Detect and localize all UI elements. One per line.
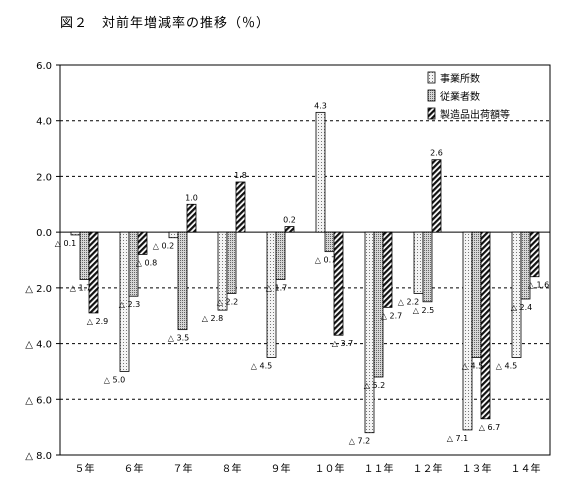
y-tick-label: 2.0	[36, 172, 52, 183]
y-tick-label: 4.0	[36, 117, 52, 128]
y-tick-label: △ 8.0	[25, 451, 52, 462]
value-label: △ 1.6	[528, 281, 549, 290]
bar-2	[324, 231, 335, 253]
value-label: △ 2.2	[398, 297, 419, 306]
x-category-label: ７年	[173, 462, 193, 475]
value-label: △ 6.7	[479, 423, 500, 432]
bars	[70, 111, 540, 434]
bar-1	[462, 231, 473, 431]
value-label: △ 3.7	[332, 339, 353, 348]
value-label: 4.3	[314, 101, 327, 110]
y-tick-label: △ 6.0	[25, 395, 52, 406]
bar-3	[529, 231, 540, 278]
value-label: △ 5.2	[364, 381, 385, 390]
x-axis-categories: ５年 ６年 ７年 ８年 ９年 １０年 １１年 １２年 １３年 １４年	[75, 462, 541, 475]
bar-2	[471, 231, 482, 358]
x-category-label: ６年	[124, 462, 144, 475]
legend-label: 従業者数	[440, 90, 480, 103]
value-label: 2.6	[430, 149, 443, 158]
bar-2	[275, 231, 286, 280]
y-tick-label: 6.0	[36, 61, 52, 72]
bar-3	[480, 231, 491, 420]
chart-title: 図２ 対前年増減率の推移（％）	[60, 16, 271, 31]
bar-2	[226, 231, 237, 294]
x-category-label: １１年	[364, 462, 394, 475]
legend-label: 事業所数	[440, 72, 480, 85]
bar-3	[382, 231, 393, 308]
x-category-label: ９年	[271, 462, 291, 475]
bar-3	[137, 231, 148, 255]
bar-2	[373, 231, 384, 378]
value-labels: △ 0.1△ 5.0△ 0.2△ 2.8△ 4.54.3△ 7.2△ 2.2△ …	[55, 101, 549, 445]
x-category-label: ８年	[222, 462, 242, 475]
legend-swatch	[427, 71, 436, 84]
value-label: △ 1.7	[266, 284, 287, 293]
value-label: △ 4.5	[496, 362, 517, 371]
bar-1	[413, 231, 424, 294]
bar-1	[168, 231, 179, 239]
bar-1	[266, 231, 277, 358]
value-label: △ 0.2	[153, 242, 174, 251]
value-label: 1.8	[234, 171, 247, 180]
value-label: △ 0.1	[55, 239, 76, 248]
value-label: △ 2.9	[87, 317, 108, 326]
value-label: △ 4.5	[462, 362, 483, 371]
bar-3	[284, 226, 295, 233]
bar-3	[333, 231, 344, 336]
legend-swatch	[427, 89, 436, 102]
bar-1	[364, 231, 375, 434]
value-label: △ 0.8	[136, 258, 157, 267]
value-label: △ 3.5	[168, 334, 189, 343]
bar-3	[431, 159, 442, 233]
value-label: △ 4.5	[251, 362, 272, 371]
value-label: △ 7.1	[447, 434, 468, 443]
y-axis-ticks: 6.0 4.0 2.0 0.0 △ 2.0 △ 4.0 △ 6.0 △ 8.0	[25, 61, 60, 462]
bar-1	[315, 111, 326, 233]
bar-1	[119, 231, 130, 372]
x-category-label: １０年	[315, 462, 345, 475]
legend-swatch	[427, 107, 436, 120]
y-tick-label: △ 2.0	[25, 284, 52, 295]
plot-area	[59, 64, 551, 456]
value-label: △ 1.7	[70, 284, 91, 293]
bar-2	[177, 231, 188, 331]
legend-label: 製造品出荷額等	[440, 108, 510, 121]
value-label: 0.2	[283, 216, 296, 225]
value-label: 1.0	[185, 193, 198, 202]
value-label: △ 2.2	[217, 297, 238, 306]
value-label: △ 0.7	[315, 256, 336, 265]
x-category-label: １４年	[511, 462, 541, 475]
value-label: △ 2.8	[202, 314, 223, 323]
x-category-label: ５年	[75, 462, 95, 475]
bar-2	[422, 231, 433, 303]
x-category-label: １２年	[413, 462, 443, 475]
bar-3	[235, 181, 246, 233]
bar-3	[186, 203, 197, 233]
value-label: △ 2.7	[381, 311, 402, 320]
bar-3	[88, 231, 99, 314]
value-label: △ 2.4	[511, 303, 532, 312]
value-label: △ 7.2	[349, 437, 370, 446]
value-label: △ 2.3	[119, 300, 140, 309]
bar-1	[511, 231, 522, 358]
bar-2	[79, 231, 90, 280]
y-tick-label: △ 4.0	[25, 340, 52, 351]
x-category-label: １３年	[462, 462, 492, 475]
y-tick-label: 0.0	[36, 228, 52, 239]
value-label: △ 5.0	[104, 375, 125, 384]
bar-2	[128, 231, 139, 297]
value-label: △ 2.5	[413, 306, 434, 315]
bar-1	[70, 231, 81, 236]
